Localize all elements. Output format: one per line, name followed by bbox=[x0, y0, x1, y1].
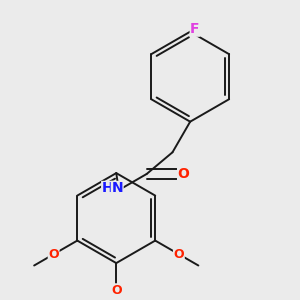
Text: O: O bbox=[111, 284, 122, 297]
Text: O: O bbox=[178, 167, 190, 181]
Text: O: O bbox=[48, 248, 59, 261]
Text: O: O bbox=[174, 248, 184, 261]
Text: F: F bbox=[190, 22, 200, 36]
Text: H: H bbox=[102, 182, 113, 195]
Text: N: N bbox=[111, 182, 123, 195]
